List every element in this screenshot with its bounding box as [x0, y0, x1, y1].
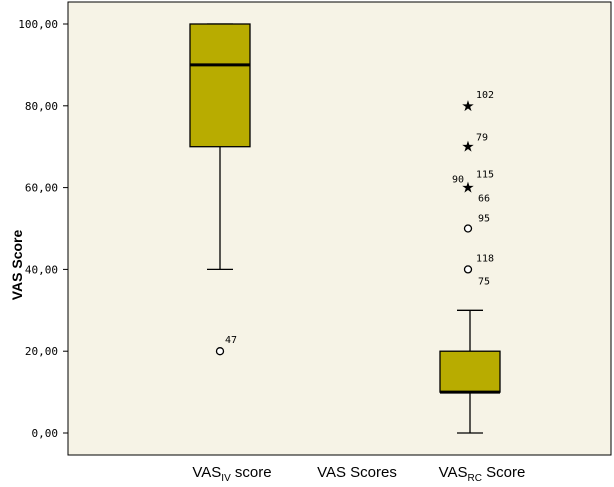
outlier-label: 90: [452, 175, 464, 186]
box: [189, 23, 251, 148]
y-tick-label: 40,00: [25, 263, 58, 276]
y-tick-label: 60,00: [25, 182, 58, 195]
outlier-label: 118: [476, 253, 494, 264]
extreme-point: ★: [461, 97, 474, 115]
outlier-label: 47: [225, 335, 237, 346]
outlier-label: 66: [478, 194, 490, 205]
extreme-point: ★: [461, 138, 474, 156]
category-labels: VASIV score VASRC Score: [192, 464, 525, 484]
extreme-point: ★: [461, 179, 474, 197]
y-tick-label: 0,00: [32, 427, 59, 440]
category-label: VASIV score: [192, 464, 271, 484]
outlier-label: 102: [476, 90, 494, 101]
outlier-point: [463, 224, 473, 233]
y-axis-title: VAS Score: [9, 230, 25, 301]
outlier-label: 115: [476, 170, 494, 181]
y-tick-label: 80,00: [25, 100, 58, 113]
y-tick-label: 100,00: [18, 18, 58, 31]
x-axis-title: VAS Scores: [317, 464, 397, 481]
box: [439, 350, 501, 393]
category-label: VASRC Score: [439, 464, 526, 484]
outlier-point: [463, 265, 473, 274]
outlier-label: 79: [476, 133, 488, 144]
outlier-point: [215, 347, 225, 356]
plot-frame: [67, 1, 612, 456]
outlier-label: 95: [478, 214, 490, 225]
y-axis: 0,00 20,00 40,00 60,00 80,00 100,00: [18, 18, 68, 440]
box-group: 47: [189, 23, 251, 356]
y-tick-label: 20,00: [25, 345, 58, 358]
outlier-label: 75: [478, 276, 490, 287]
